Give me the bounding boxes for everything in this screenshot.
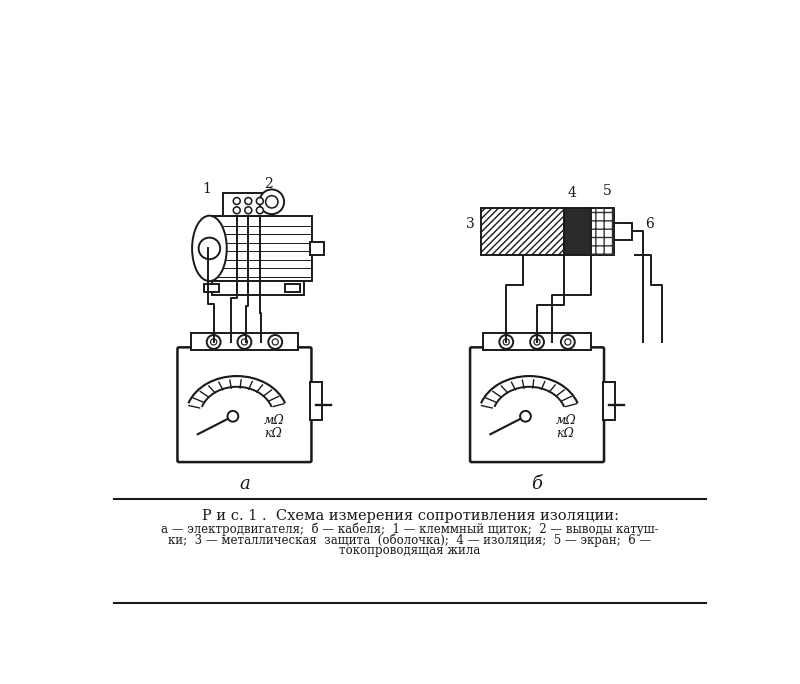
Bar	[208, 215, 312, 281]
Circle shape	[259, 189, 284, 214]
Circle shape	[210, 339, 217, 345]
Text: а — электродвигателя;  б — кабеля;  1 — клеммный щиток;  2 — выводы катуш-: а — электродвигателя; б — кабеля; 1 — кл…	[161, 523, 659, 536]
Bar	[310, 382, 322, 420]
Circle shape	[242, 339, 247, 345]
Bar	[285, 285, 300, 292]
Bar	[564, 209, 591, 254]
Circle shape	[520, 411, 531, 421]
Text: а: а	[239, 475, 250, 493]
Circle shape	[256, 207, 263, 213]
Bar	[212, 281, 304, 295]
FancyBboxPatch shape	[178, 347, 311, 462]
Text: 4: 4	[568, 186, 577, 200]
Text: б: б	[531, 475, 542, 493]
Bar	[482, 209, 564, 254]
Circle shape	[565, 339, 571, 345]
Circle shape	[198, 237, 220, 259]
Bar	[204, 285, 219, 292]
Circle shape	[530, 335, 544, 349]
FancyBboxPatch shape	[470, 347, 604, 462]
Text: 6: 6	[646, 217, 654, 231]
Text: мΩ: мΩ	[556, 414, 577, 427]
Circle shape	[234, 207, 240, 213]
Circle shape	[268, 335, 282, 349]
Circle shape	[245, 207, 252, 213]
Text: 3: 3	[466, 217, 474, 231]
Text: 1: 1	[202, 182, 211, 196]
Text: токопроводящая жила: токопроводящая жила	[339, 544, 481, 557]
Bar	[310, 242, 324, 254]
Bar	[223, 193, 274, 215]
Circle shape	[227, 411, 238, 421]
Bar	[591, 209, 614, 254]
Bar	[482, 209, 564, 254]
Circle shape	[561, 335, 574, 349]
Circle shape	[503, 339, 510, 345]
Circle shape	[206, 335, 221, 349]
Circle shape	[534, 339, 540, 345]
Circle shape	[272, 339, 278, 345]
Circle shape	[499, 335, 513, 349]
Circle shape	[256, 198, 263, 205]
Text: Р и с. 1 .  Схема измерения сопротивления изоляции:: Р и с. 1 . Схема измерения сопротивления…	[202, 509, 618, 523]
Circle shape	[238, 335, 251, 349]
Circle shape	[234, 198, 240, 205]
Bar	[614, 223, 631, 240]
Text: кΩ: кΩ	[264, 427, 282, 440]
Ellipse shape	[192, 215, 226, 281]
Text: 2: 2	[264, 177, 273, 192]
Text: 5: 5	[602, 183, 611, 198]
Circle shape	[245, 198, 252, 205]
Bar	[591, 209, 614, 254]
Circle shape	[266, 196, 278, 208]
Text: ки;  3 — металлическая  защита  (оболочка);  4 — изоляция;  5 — экран;  6 —: ки; 3 — металлическая защита (оболочка);…	[168, 534, 652, 547]
Bar	[190, 334, 298, 350]
Bar	[602, 382, 615, 420]
Bar	[483, 334, 591, 350]
Text: кΩ: кΩ	[556, 427, 574, 440]
Text: мΩ: мΩ	[264, 414, 285, 427]
